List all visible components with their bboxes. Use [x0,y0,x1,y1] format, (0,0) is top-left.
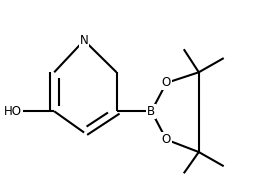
Text: N: N [80,34,88,47]
Text: HO: HO [4,105,22,118]
Text: O: O [162,133,171,146]
Text: O: O [162,76,171,89]
Text: B: B [147,105,155,118]
